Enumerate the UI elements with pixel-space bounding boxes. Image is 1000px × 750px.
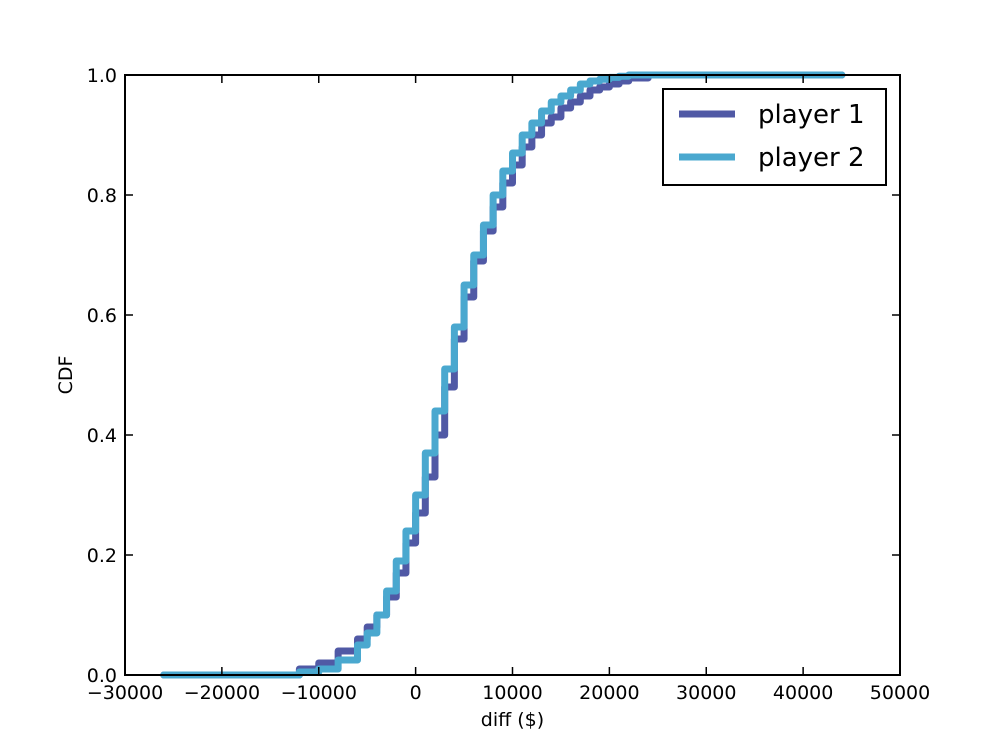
y-axis-label: CDF xyxy=(55,356,77,395)
x-tick-label: −10000 xyxy=(281,682,357,704)
x-tick-label: 40000 xyxy=(773,682,833,704)
x-tick-label: 10000 xyxy=(482,682,542,704)
y-tick-label: 0.4 xyxy=(87,425,117,447)
x-axis-label: diff ($) xyxy=(481,709,544,731)
ticks-layer: −30000 −20000 −10000 0 10000 20000 30000 40000 5… xyxy=(87,65,930,704)
series-line-2 xyxy=(160,71,846,679)
y-tick-label: 0.6 xyxy=(87,305,117,327)
legend-label-2: player 2 xyxy=(758,143,865,173)
y-tick-label: 1.0 xyxy=(87,65,117,87)
x-tick-label: −20000 xyxy=(184,682,260,704)
legend-label-1: player 1 xyxy=(758,100,865,130)
legend-box xyxy=(662,88,887,186)
x-tick-label: 20000 xyxy=(579,682,639,704)
x-tick-label: 30000 xyxy=(676,682,736,704)
x-tick-label: 0 xyxy=(410,682,422,704)
y-tick-label: 0.2 xyxy=(87,545,117,567)
y-tick-label: 0.0 xyxy=(87,665,117,687)
legend: player 1 player 2 xyxy=(662,88,887,186)
series-layer xyxy=(160,71,846,679)
y-tick-label: 0.8 xyxy=(87,185,117,207)
x-tick-label: −30000 xyxy=(87,682,163,704)
x-tick-label: 50000 xyxy=(870,682,930,704)
